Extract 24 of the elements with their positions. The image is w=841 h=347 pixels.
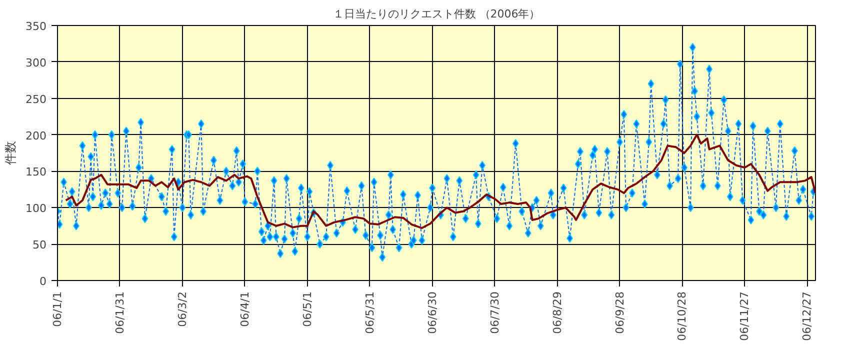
x-tick-label: 06/3/2 bbox=[176, 292, 189, 327]
chart-title: １日当たりのリクエスト件数 （2006年） bbox=[332, 8, 540, 20]
x-tick-label: 06/10/28 bbox=[676, 291, 689, 341]
line-series bbox=[64, 134, 816, 230]
x-tick-label: 06/5/31 bbox=[363, 292, 376, 334]
y-tick-label: 250 bbox=[26, 92, 47, 106]
x-tick-label: 06/6/30 bbox=[426, 292, 439, 334]
x-tick-label: 06/8/29 bbox=[550, 292, 564, 334]
x-tick-label: 06/9/28 bbox=[613, 292, 626, 334]
x-tick-label: 06/4/1 bbox=[238, 292, 252, 327]
x-tick-label: 06/1/1 bbox=[51, 292, 64, 327]
x-tick-label: 06/1/31 bbox=[113, 292, 126, 334]
x-tick-label: 06/11/27 bbox=[738, 291, 752, 341]
y-tick-label: 300 bbox=[26, 56, 47, 70]
x-tick-label: 06/5/1 bbox=[300, 292, 314, 327]
y-tick-label: 150 bbox=[26, 166, 47, 179]
x-tick-label: 06/7/30 bbox=[488, 292, 502, 334]
y-axis-title: 件数 bbox=[4, 141, 18, 165]
y-tick-label: 350 bbox=[26, 20, 47, 33]
y-tick-label: 50 bbox=[32, 238, 47, 252]
y-tick-label: 200 bbox=[26, 129, 47, 142]
y-tick-label: 100 bbox=[26, 202, 47, 216]
x-tick-label: 06/12/27 bbox=[800, 291, 814, 341]
y-tick-label: 0 bbox=[40, 275, 46, 288]
